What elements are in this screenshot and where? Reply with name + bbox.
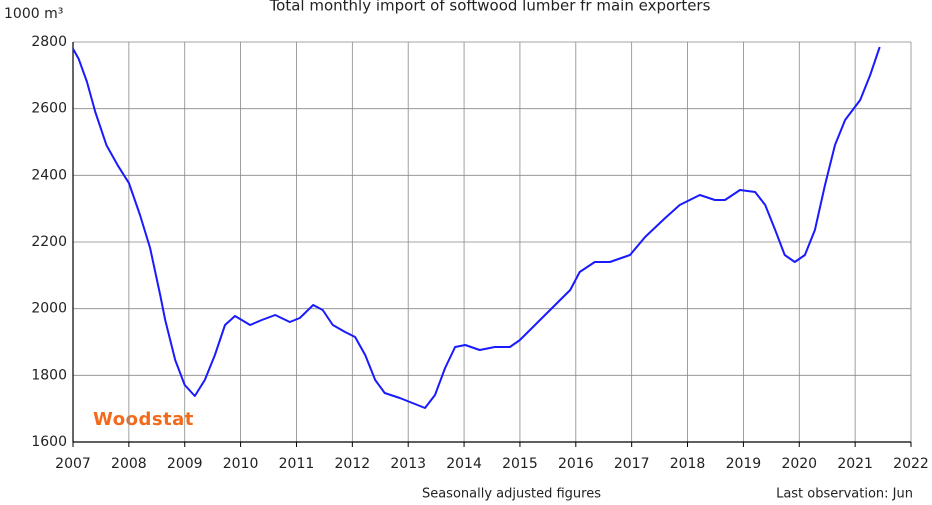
x-tick-label: 2015 [502, 456, 538, 472]
chart-title: Total monthly import of softwood lumber … [269, 0, 711, 15]
x-tick-label: 2012 [335, 456, 371, 472]
y-tick-label: 2200 [31, 234, 67, 250]
x-tick-label: 2016 [558, 456, 594, 472]
x-tick-label: 2007 [55, 456, 91, 472]
x-tick-label: 2017 [614, 456, 650, 472]
x-tick-label: 2020 [781, 456, 817, 472]
watermark: Woodstat [93, 409, 194, 430]
x-tick-label: 2021 [837, 456, 873, 472]
y-tick-label: 2800 [31, 34, 67, 50]
x-tick-label: 2019 [726, 456, 762, 472]
x-tick-label: 2018 [670, 456, 706, 472]
y-tick-label: 2000 [31, 301, 67, 317]
footer-left: Seasonally adjusted figures [422, 487, 601, 502]
y-axis-label: 1000 m³ [4, 6, 63, 22]
x-tick-label: 2022 [893, 456, 929, 472]
x-tick-label: 2014 [446, 456, 482, 472]
y-tick-label: 2400 [31, 167, 67, 183]
y-tick-label: 1800 [31, 367, 67, 383]
data-line [72, 46, 881, 409]
x-tick-label: 2013 [390, 456, 426, 472]
x-tick-label: 2009 [167, 456, 203, 472]
x-tick-label: 2011 [279, 456, 315, 472]
footer-right: Last observation: Jun [776, 487, 913, 502]
y-tick-label: 2600 [31, 101, 67, 117]
x-tick-label: 2008 [111, 456, 147, 472]
y-tick-label: 1600 [31, 434, 67, 450]
x-tick-label: 2010 [223, 456, 259, 472]
